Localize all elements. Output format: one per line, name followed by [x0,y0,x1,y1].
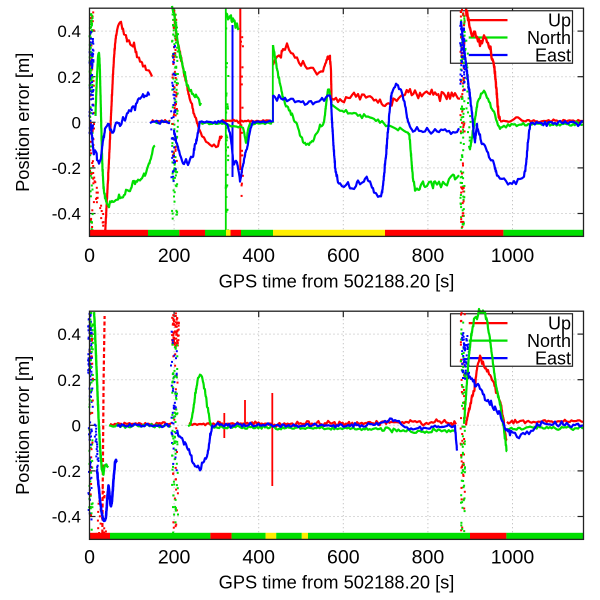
svg-text:-0.2: -0.2 [52,462,81,481]
svg-text:Up: Up [548,314,571,334]
svg-text:400: 400 [242,547,275,569]
svg-text:Up: Up [548,11,571,31]
svg-text:0: 0 [72,113,81,132]
svg-text:0.2: 0.2 [57,68,81,87]
svg-text:-0.4: -0.4 [52,205,81,224]
svg-text:800: 800 [412,245,445,267]
svg-text:0.4: 0.4 [57,22,81,41]
svg-text:GPS time from 502188.20 [s]: GPS time from 502188.20 [s] [219,271,455,292]
svg-text:-0.2: -0.2 [52,159,81,178]
svg-text:1000: 1000 [491,547,535,569]
svg-text:0.4: 0.4 [57,325,81,344]
svg-text:East: East [535,349,571,369]
svg-text:0: 0 [72,416,81,435]
svg-text:0: 0 [84,245,95,267]
svg-text:East: East [535,46,571,66]
svg-text:1000: 1000 [491,245,535,267]
svg-text:North: North [527,331,571,351]
svg-text:800: 800 [412,547,445,569]
svg-text:600: 600 [327,547,360,569]
svg-text:Position error [m]: Position error [m] [12,53,33,192]
svg-text:400: 400 [242,245,275,267]
svg-text:GPS time from 502188.20 [s]: GPS time from 502188.20 [s] [219,572,455,593]
svg-text:North: North [527,28,571,48]
svg-text:Position error [m]: Position error [m] [12,356,33,495]
svg-text:200: 200 [158,547,191,569]
svg-text:0.2: 0.2 [57,371,81,390]
svg-text:600: 600 [327,245,360,267]
svg-text:0: 0 [84,547,95,569]
svg-text:200: 200 [158,245,191,267]
svg-text:-0.4: -0.4 [52,508,81,527]
